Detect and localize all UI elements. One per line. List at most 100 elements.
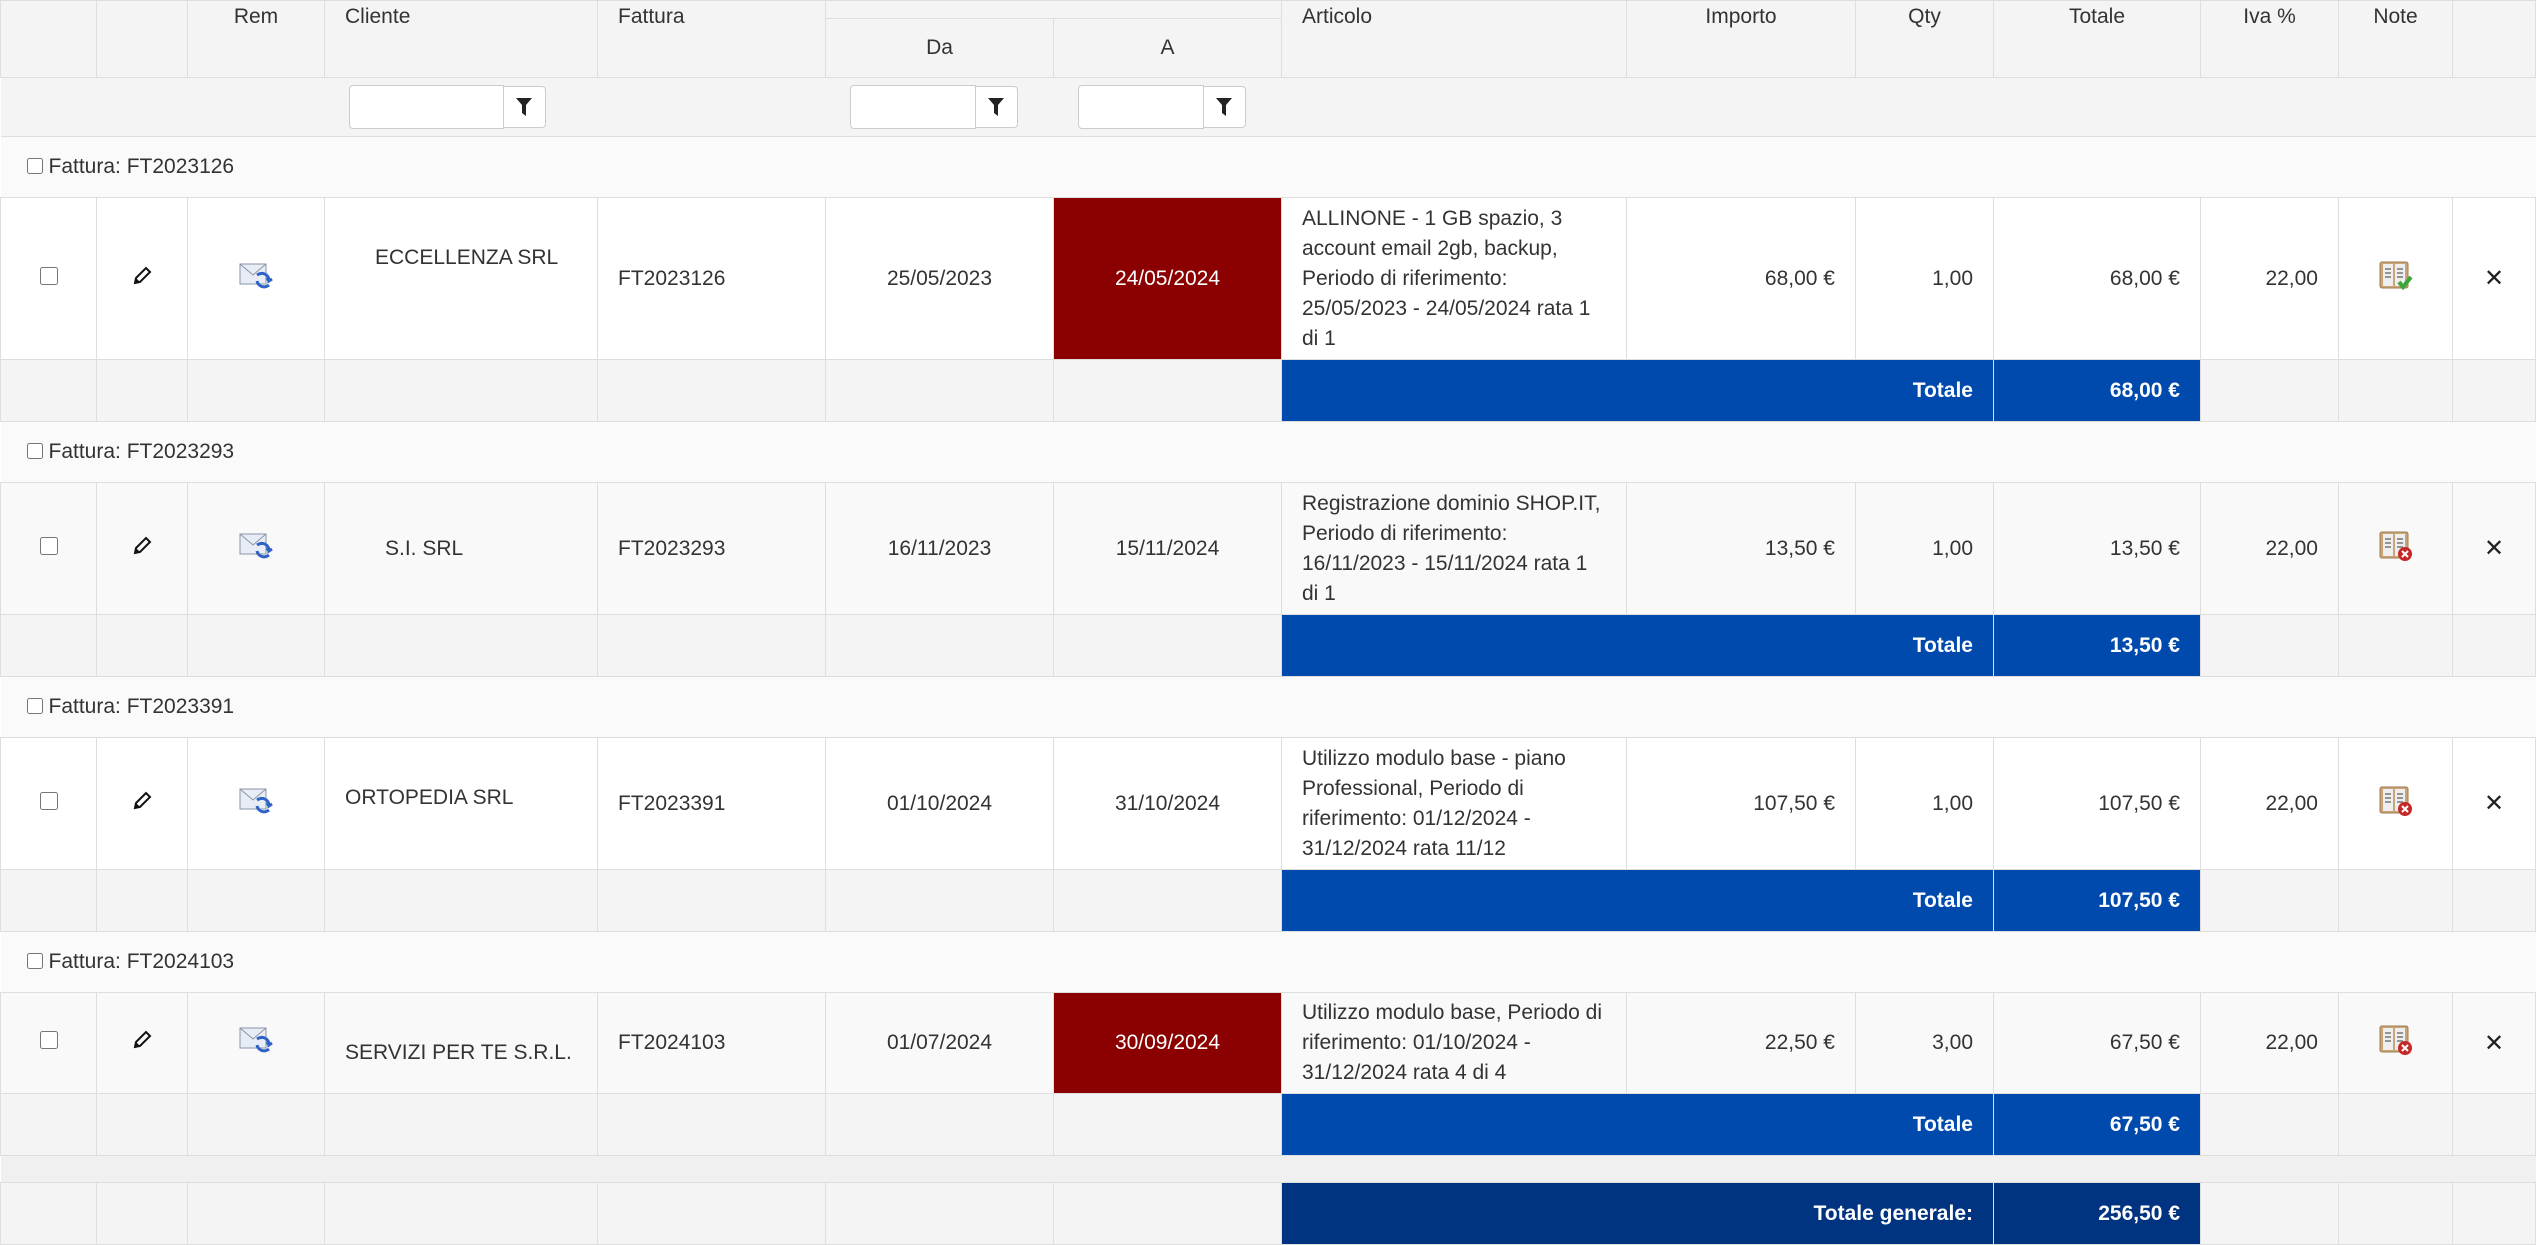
reminder-button[interactable]	[187, 737, 325, 870]
delete-button[interactable]: ✕	[2452, 197, 2536, 360]
subtotal-row: Totale 107,50 €	[0, 869, 2536, 932]
da-filter	[849, 85, 1034, 129]
pencil-icon	[133, 266, 152, 284]
header-qty[interactable]: Qty	[1855, 0, 1994, 78]
fattura-cell: FT2023293	[597, 482, 826, 615]
edit-button[interactable]	[96, 992, 188, 1094]
a-cell: 24/05/2024	[1053, 197, 1282, 360]
row-checkbox[interactable]	[39, 791, 58, 810]
totale-cell: 13,50 €	[1993, 482, 2201, 615]
group-row: Fattura: FT2023391	[0, 676, 2536, 738]
group-checkbox[interactable]	[26, 443, 43, 459]
edit-button[interactable]	[96, 197, 188, 360]
qty-cell: 1,00	[1855, 197, 1994, 360]
cliente-filter-button[interactable]	[503, 86, 546, 128]
subtotal-label: Totale	[1281, 869, 1994, 932]
note-button[interactable]	[2338, 992, 2453, 1094]
pencil-icon	[133, 536, 152, 554]
note-button[interactable]	[2338, 482, 2453, 615]
header-articolo[interactable]: Articolo	[1281, 0, 1627, 78]
da-cell: 01/10/2024	[825, 737, 1054, 870]
header-rem[interactable]: Rem	[187, 0, 325, 78]
iva-cell: 22,00	[2200, 737, 2339, 870]
a-cell: 31/10/2024	[1053, 737, 1282, 870]
da-filter-button[interactable]	[975, 86, 1018, 128]
edit-button[interactable]	[96, 737, 188, 870]
articolo-cell: ALLINONE - 1 GB spazio, 3 account email …	[1281, 197, 1627, 360]
iva-cell: 22,00	[2200, 992, 2339, 1094]
delete-button[interactable]: ✕	[2452, 737, 2536, 870]
cliente-cell: ECCELLENZA SRL	[324, 197, 598, 360]
header-note[interactable]: Note	[2338, 0, 2453, 78]
header-cliente[interactable]: Cliente	[324, 0, 598, 78]
row-checkbox[interactable]	[39, 536, 58, 555]
reminder-button[interactable]	[187, 482, 325, 615]
a-filter-input[interactable]	[1077, 85, 1204, 129]
header-totale[interactable]: Totale	[1993, 0, 2201, 78]
close-icon: ✕	[2483, 535, 2505, 562]
row-checkbox[interactable]	[39, 266, 58, 285]
group-row: Fattura: FT2023126	[0, 136, 2536, 198]
email-reminder-icon	[239, 1027, 273, 1053]
row-checkbox[interactable]	[39, 1031, 58, 1049]
subtotal-label: Totale	[1281, 614, 1994, 677]
fattura-cell: FT2023391	[597, 737, 826, 870]
group-checkbox[interactable]	[26, 698, 43, 714]
cliente-cell: SERVIZI PER TE S.R.L.	[324, 992, 598, 1094]
header-da[interactable]: Da	[825, 18, 1054, 78]
subtotal-value: 68,00 €	[1993, 359, 2201, 422]
subtotal-value: 13,50 €	[1993, 614, 2201, 677]
articolo-cell: Utilizzo modulo base, Periodo di riferim…	[1281, 992, 1627, 1094]
email-reminder-icon	[239, 533, 273, 558]
pencil-icon	[133, 1030, 152, 1049]
email-reminder-icon	[239, 263, 273, 288]
group-checkbox[interactable]	[26, 953, 43, 969]
pencil-icon	[133, 791, 152, 809]
fattura-cell: FT2024103	[597, 992, 826, 1094]
group-label: Fattura: FT2023293	[48, 440, 235, 463]
delete-button[interactable]: ✕	[2452, 482, 2536, 615]
subtotal-value: 67,50 €	[1993, 1093, 2201, 1156]
table-row[interactable]: SERVIZI PER TE S.R.L. FT2024103 01/07/2024…	[0, 992, 2536, 1094]
header-importo[interactable]: Importo	[1626, 0, 1856, 78]
note-missing-icon[interactable]	[2379, 785, 2413, 817]
header-select	[0, 0, 97, 78]
table-row[interactable]: ECCELLENZA SRL FT2023126 25/05/2023 24/05/2…	[0, 197, 2536, 360]
horizontal-scrollbar[interactable]	[0, 1155, 2536, 1183]
note-missing-icon[interactable]	[2379, 1024, 2413, 1056]
cliente-filter-input[interactable]	[348, 85, 504, 129]
da-cell: 16/11/2023	[825, 482, 1054, 615]
close-icon: ✕	[2483, 790, 2505, 817]
a-filter-button[interactable]	[1203, 86, 1246, 128]
da-filter-input[interactable]	[849, 85, 976, 129]
subtotal-label: Totale	[1281, 359, 1994, 422]
filter-icon	[988, 98, 1004, 116]
group-label: Fattura: FT2023391	[48, 695, 235, 718]
note-button[interactable]	[2338, 197, 2453, 360]
da-cell: 01/07/2024	[825, 992, 1054, 1094]
note-ok-icon[interactable]	[2379, 260, 2413, 292]
table-row[interactable]: ORTOPEDIA SRL FT2023391 01/10/2024 31/10/20…	[0, 737, 2536, 870]
importo-cell: 22,50 €	[1626, 992, 1856, 1094]
reminder-button[interactable]	[187, 197, 325, 360]
group-label: Fattura: FT2023126	[48, 155, 235, 178]
note-button[interactable]	[2338, 737, 2453, 870]
edit-button[interactable]	[96, 482, 188, 615]
header-a[interactable]: A	[1053, 18, 1282, 78]
filter-icon	[516, 98, 532, 116]
header-iva[interactable]: Iva %	[2200, 0, 2339, 78]
group-checkbox[interactable]	[26, 158, 43, 174]
qty-cell: 3,00	[1855, 992, 1994, 1094]
filter-icon	[1216, 98, 1232, 116]
close-icon: ✕	[2483, 1029, 2505, 1057]
cliente-filter	[348, 85, 578, 129]
header-fattura[interactable]: Fattura	[597, 0, 826, 78]
articolo-cell: Utilizzo modulo base - piano Professiona…	[1281, 737, 1627, 870]
filter-row	[0, 77, 2536, 137]
group-row: Fattura: FT2024103	[0, 931, 2536, 993]
qty-cell: 1,00	[1855, 737, 1994, 870]
delete-button[interactable]: ✕	[2452, 992, 2536, 1094]
reminder-button[interactable]	[187, 992, 325, 1094]
table-row[interactable]: S.I. SRL FT2023293 16/11/2023 15/11/2024 Reg…	[0, 482, 2536, 615]
note-missing-icon[interactable]	[2379, 530, 2413, 562]
